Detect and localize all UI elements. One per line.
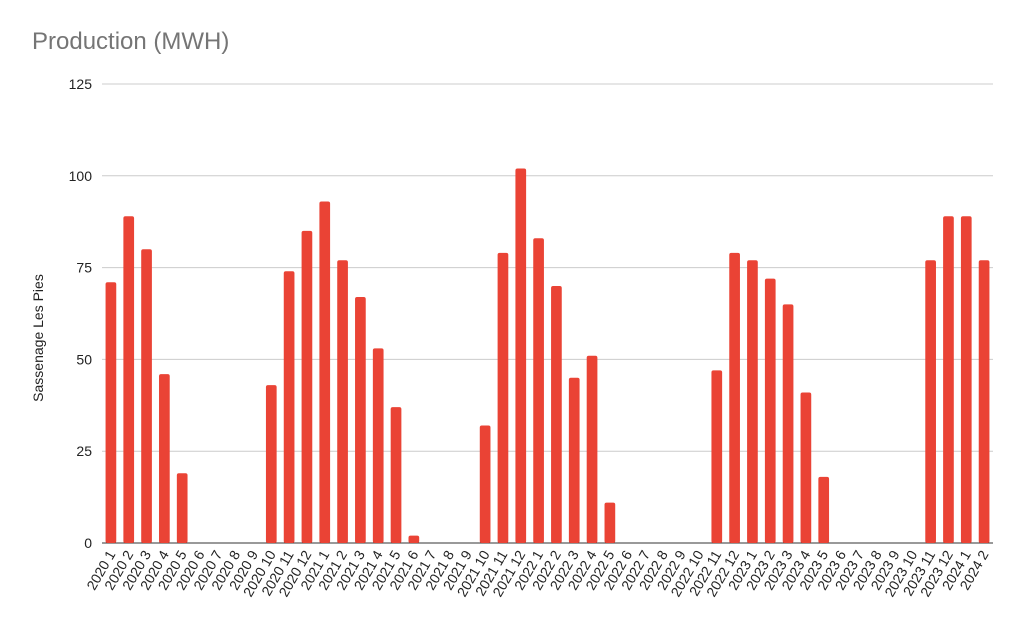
y-axis-title: Sassenage Les Pies bbox=[30, 274, 46, 402]
bar bbox=[105, 282, 117, 543]
bar bbox=[711, 370, 723, 543]
bar bbox=[390, 407, 402, 543]
bar bbox=[319, 201, 331, 543]
bar bbox=[943, 216, 954, 543]
bar bbox=[747, 260, 758, 543]
bar bbox=[372, 348, 384, 543]
y-tick-label: 25 bbox=[76, 443, 92, 459]
y-tick-label: 125 bbox=[69, 76, 93, 92]
bar bbox=[978, 260, 990, 543]
bar bbox=[355, 296, 366, 543]
y-tick-label: 100 bbox=[69, 168, 93, 184]
bar bbox=[479, 425, 491, 543]
bar bbox=[301, 230, 313, 543]
bar bbox=[782, 304, 794, 543]
bar bbox=[515, 168, 527, 543]
bar bbox=[533, 238, 544, 543]
y-axis-ticks: 0 25 50 75 100 125 bbox=[69, 76, 93, 551]
bar bbox=[176, 473, 188, 543]
bar bbox=[586, 355, 598, 543]
bar bbox=[497, 252, 509, 544]
bar bbox=[408, 535, 420, 543]
chart-title: Production (MWH) bbox=[32, 28, 230, 55]
bar bbox=[925, 260, 936, 543]
bar bbox=[729, 252, 740, 544]
bar bbox=[764, 278, 776, 543]
y-tick-label: 0 bbox=[84, 535, 92, 551]
bar bbox=[800, 392, 812, 543]
bar bbox=[337, 260, 348, 543]
bar bbox=[123, 216, 135, 543]
gridlines bbox=[102, 83, 993, 544]
bar bbox=[568, 377, 580, 543]
bar bbox=[551, 285, 562, 543]
bars bbox=[105, 168, 990, 544]
y-tick-label: 50 bbox=[76, 351, 92, 367]
bar bbox=[818, 476, 830, 543]
bar bbox=[283, 271, 295, 543]
y-tick-label: 75 bbox=[76, 260, 92, 276]
bar bbox=[265, 385, 277, 543]
bar bbox=[159, 374, 170, 543]
bar bbox=[141, 249, 152, 544]
bar bbox=[960, 216, 972, 543]
bar bbox=[604, 502, 616, 543]
